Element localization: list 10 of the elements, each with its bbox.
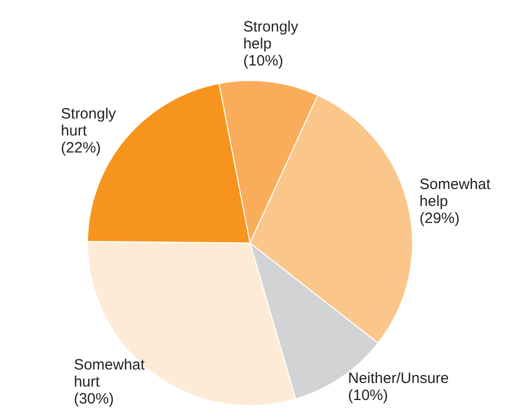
slice-label: Neither/Unsure bbox=[348, 370, 449, 388]
slice-label: Somewhat help bbox=[420, 176, 492, 210]
data-label: (30%) bbox=[74, 390, 114, 408]
slice-label: Strongly hurt bbox=[60, 105, 116, 140]
data-label: (22%) bbox=[60, 139, 101, 156]
data-label: (10%) bbox=[348, 387, 388, 404]
data-label: (10%) bbox=[243, 52, 284, 70]
slice-label: Somewhat hurt bbox=[74, 356, 146, 390]
data-label: (29%) bbox=[420, 210, 460, 227]
slice-label: Strongly help bbox=[243, 18, 299, 52]
